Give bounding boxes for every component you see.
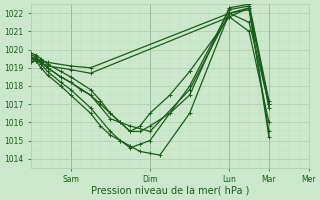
X-axis label: Pression niveau de la mer( hPa ): Pression niveau de la mer( hPa ) (91, 186, 249, 196)
